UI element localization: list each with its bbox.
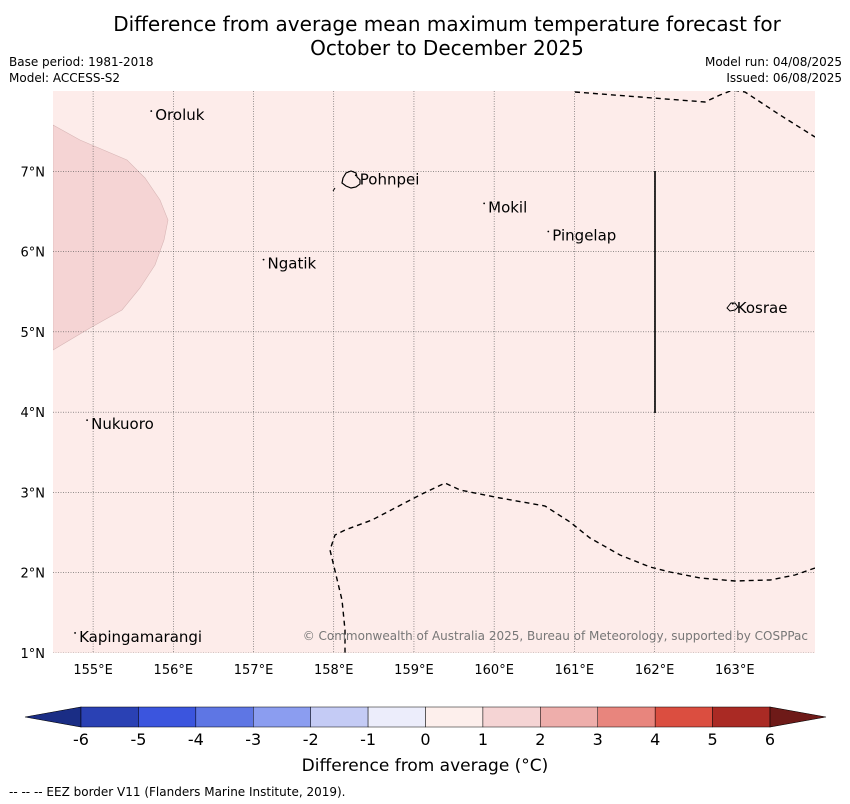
issued-date: Issued: 06/08/2025 xyxy=(726,71,842,85)
x-tick-label: 160°E xyxy=(474,663,514,678)
colorbar-segment xyxy=(80,706,139,728)
colorbar-tick-label: 3 xyxy=(593,730,603,749)
place-label: Nukuoro xyxy=(91,415,154,433)
meta-right: Model run: 04/08/2025 Issued: 06/08/2025 xyxy=(705,54,842,86)
footer-legend-note: -- -- -- EEZ border V11 (Flanders Marine… xyxy=(9,785,346,799)
title-line-1: Difference from average mean maximum tem… xyxy=(113,12,781,36)
colorbar-segment xyxy=(253,706,311,728)
place-marker xyxy=(483,202,486,205)
colorbar-segment xyxy=(195,706,254,728)
place-marker xyxy=(731,302,734,305)
place-label: Kosrae xyxy=(737,299,788,317)
anomaly-background xyxy=(53,91,815,653)
colorbar-tick-label: -5 xyxy=(130,730,146,749)
place-label: Kapingamarangi xyxy=(79,628,202,646)
place-marker xyxy=(354,174,357,177)
eez-border-south xyxy=(329,482,815,653)
y-tick-label: 7°N xyxy=(21,165,46,180)
place-label: Oroluk xyxy=(155,106,204,124)
x-tick-label: 158°E xyxy=(314,663,354,678)
colorbar-tick-label: 4 xyxy=(650,730,660,749)
pohnpei-island-outline xyxy=(341,170,361,189)
kosrae-island-outline xyxy=(726,302,739,312)
place-marker xyxy=(74,632,76,634)
place-label: Ngatik xyxy=(268,255,317,273)
place-label: Pohnpei xyxy=(360,170,420,188)
colorbar-tick-label: -4 xyxy=(188,730,204,749)
anomaly-region-1-2 xyxy=(53,124,169,351)
colorbar-title: Difference from average (°C) xyxy=(301,756,549,776)
model-run: Model run: 04/08/2025 xyxy=(704,55,842,69)
colorbar-segment xyxy=(540,706,598,728)
colorbar-segment xyxy=(712,706,771,728)
y-tick-label: 2°N xyxy=(21,567,46,582)
colorbar-tick-label: -3 xyxy=(245,730,261,749)
y-tick-label: 5°N xyxy=(21,326,46,341)
colorbar-tick-label: 1 xyxy=(478,730,488,749)
graticule xyxy=(53,91,815,653)
title-line-2: October to December 2025 xyxy=(310,36,584,60)
place-marker xyxy=(547,230,550,233)
colorbar-extend-low xyxy=(24,706,82,728)
colorbar-tick-label: 2 xyxy=(535,730,545,749)
x-axis-ticks: 155°E 156°E 157°E 158°E 159°E 160°E 161°E 162°E… xyxy=(73,663,754,678)
x-tick-label: 159°E xyxy=(394,663,434,678)
colorbar-tick-label: 5 xyxy=(707,730,717,749)
eez-border-north xyxy=(574,91,815,138)
colorbar-ticks: -6 -5 -4 -3 -2 -1 0 1 2 3 4 5 6 xyxy=(73,730,775,749)
colorbar-tick-label: 6 xyxy=(765,730,775,749)
map-title: Difference from average mean maximum tem… xyxy=(0,12,850,60)
model-name: Model: ACCESS-S2 xyxy=(9,71,121,85)
colorbar-segment xyxy=(597,706,656,728)
y-axis-ticks: 7°N 6°N 5°N 4°N 3°N 2°N 1°N xyxy=(21,165,46,662)
copyright-notice: © Commonwealth of Australia 2025, Bureau… xyxy=(303,629,808,643)
colorbar-segment xyxy=(367,706,426,728)
place-marker xyxy=(262,258,265,261)
x-tick-label: 156°E xyxy=(154,663,194,678)
colorbar-extend-high xyxy=(769,706,827,728)
colorbar-tick-label: -1 xyxy=(360,730,376,749)
colorbar-segment xyxy=(654,706,713,728)
pohnpei-reef-mark xyxy=(332,187,336,192)
base-period: Base period: 1981-2018 xyxy=(9,55,154,69)
colorbar-tick-label: 0 xyxy=(420,730,430,749)
colorbar xyxy=(24,706,827,728)
y-tick-label: 1°N xyxy=(21,647,46,662)
colorbar-tick-label: -2 xyxy=(303,730,319,749)
x-tick-label: 162°E xyxy=(635,663,675,678)
colorbar-segment xyxy=(310,706,369,728)
x-tick-label: 157°E xyxy=(234,663,274,678)
colorbar-segment xyxy=(138,706,197,728)
colorbar-segment xyxy=(425,706,484,728)
place-marker xyxy=(150,110,153,112)
place-labels: Oroluk Pohnpei Mokil Pingelap Ngatik Kosrae Nu… xyxy=(74,106,787,646)
colorbar-tick-label: -6 xyxy=(73,730,89,749)
colorbar-segment xyxy=(482,706,541,728)
x-tick-label: 155°E xyxy=(73,663,113,678)
y-tick-label: 6°N xyxy=(21,246,46,261)
place-label: Mokil xyxy=(488,198,527,216)
x-tick-label: 161°E xyxy=(555,663,595,678)
y-tick-label: 3°N xyxy=(21,486,46,501)
meta-left: Base period: 1981-2018 Model: ACCESS-S2 xyxy=(9,54,154,86)
x-tick-label: 163°E xyxy=(715,663,755,678)
place-marker xyxy=(86,419,88,422)
place-label: Pingelap xyxy=(552,227,616,245)
y-tick-label: 4°N xyxy=(21,406,46,421)
